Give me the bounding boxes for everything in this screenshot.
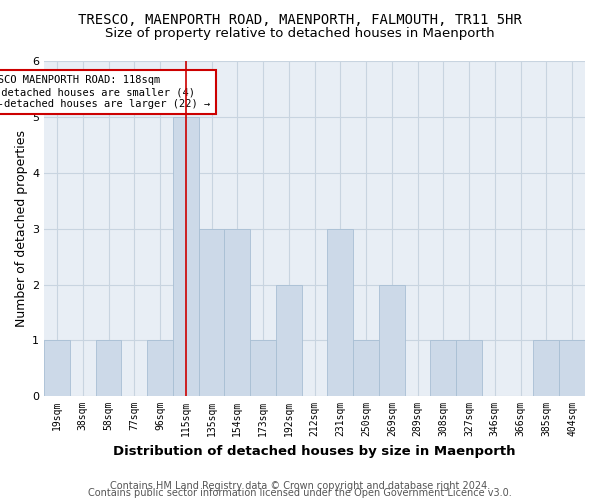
Bar (353, 340, 379, 396)
Bar (224, 229, 250, 396)
Bar (276, 284, 302, 396)
Text: TRESCO MAENPORTH ROAD: 118sqm
← 15% of detached houses are smaller (4)
85% of se: TRESCO MAENPORTH ROAD: 118sqm ← 15% of d… (0, 76, 211, 108)
Text: TRESCO, MAENPORTH ROAD, MAENPORTH, FALMOUTH, TR11 5HR: TRESCO, MAENPORTH ROAD, MAENPORTH, FALMO… (78, 12, 522, 26)
Bar (199, 229, 224, 396)
Bar (147, 340, 173, 396)
Bar (379, 284, 405, 396)
Bar (250, 340, 276, 396)
Y-axis label: Number of detached properties: Number of detached properties (15, 130, 28, 328)
Bar (430, 340, 456, 396)
Bar (95, 340, 121, 396)
Bar (173, 118, 199, 396)
Text: Size of property relative to detached houses in Maenporth: Size of property relative to detached ho… (105, 28, 495, 40)
Bar (533, 340, 559, 396)
Text: Contains HM Land Registry data © Crown copyright and database right 2024.: Contains HM Land Registry data © Crown c… (110, 481, 490, 491)
Bar (559, 340, 585, 396)
Bar (44, 340, 70, 396)
Bar (328, 229, 353, 396)
Text: Contains public sector information licensed under the Open Government Licence v3: Contains public sector information licen… (88, 488, 512, 498)
X-axis label: Distribution of detached houses by size in Maenporth: Distribution of detached houses by size … (113, 444, 516, 458)
Bar (456, 340, 482, 396)
